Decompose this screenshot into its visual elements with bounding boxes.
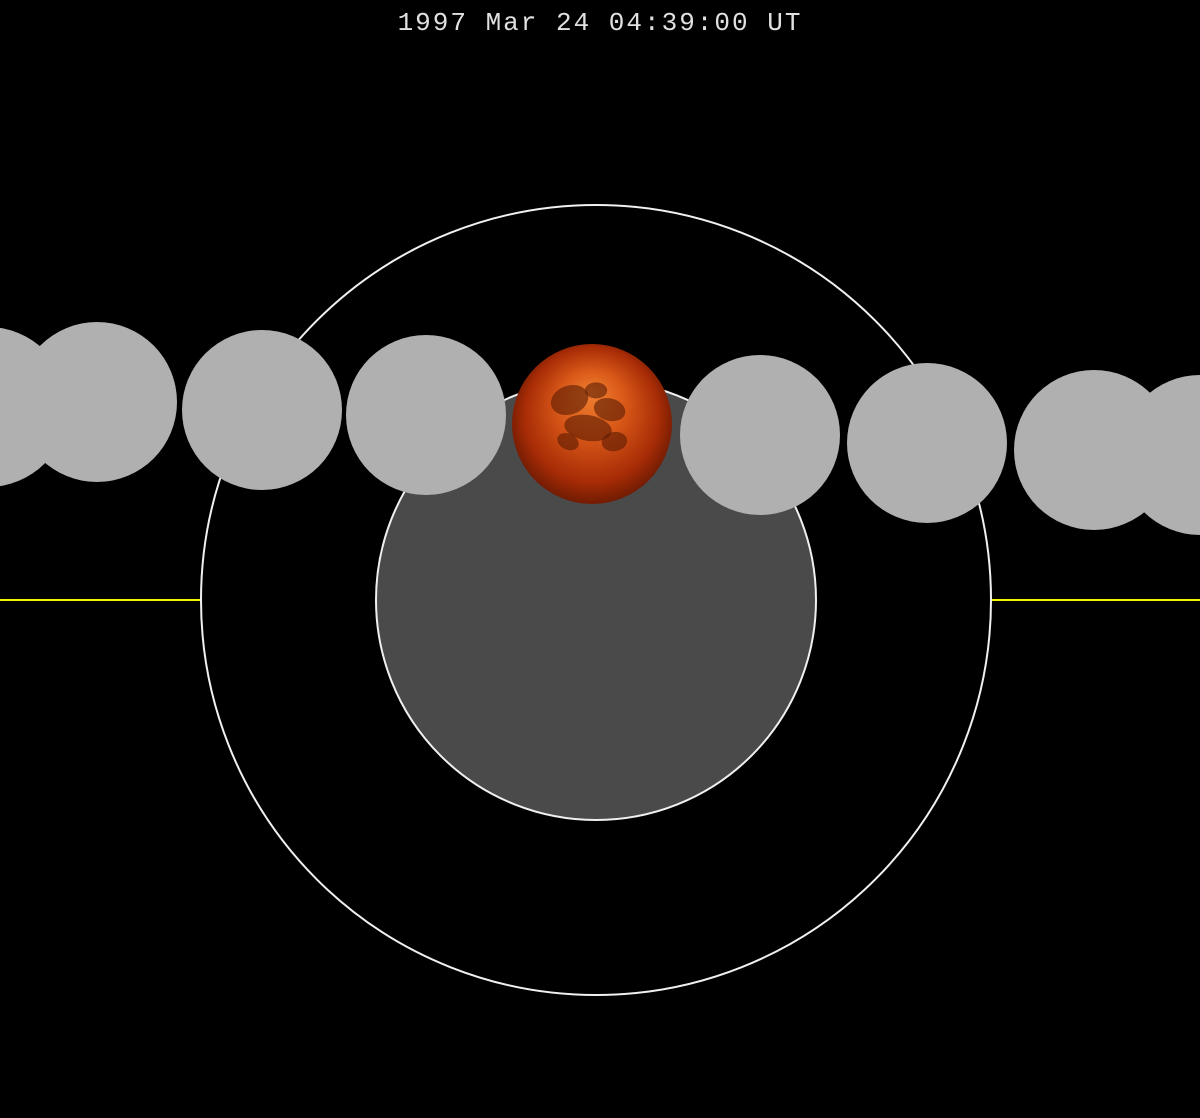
moon-position-3 <box>346 335 506 495</box>
eclipse-diagram-stage: 1997 Mar 24 04:39:00 UT <box>0 0 1200 1118</box>
eclipse-svg <box>0 0 1200 1118</box>
eclipsed-moon <box>512 344 672 504</box>
moon-mare <box>585 382 607 398</box>
moon-position-4 <box>680 355 840 515</box>
moon-position-5 <box>847 363 1007 523</box>
timestamp-title: 1997 Mar 24 04:39:00 UT <box>0 8 1200 38</box>
moon-position-2 <box>182 330 342 490</box>
moon-position-1 <box>17 322 177 482</box>
